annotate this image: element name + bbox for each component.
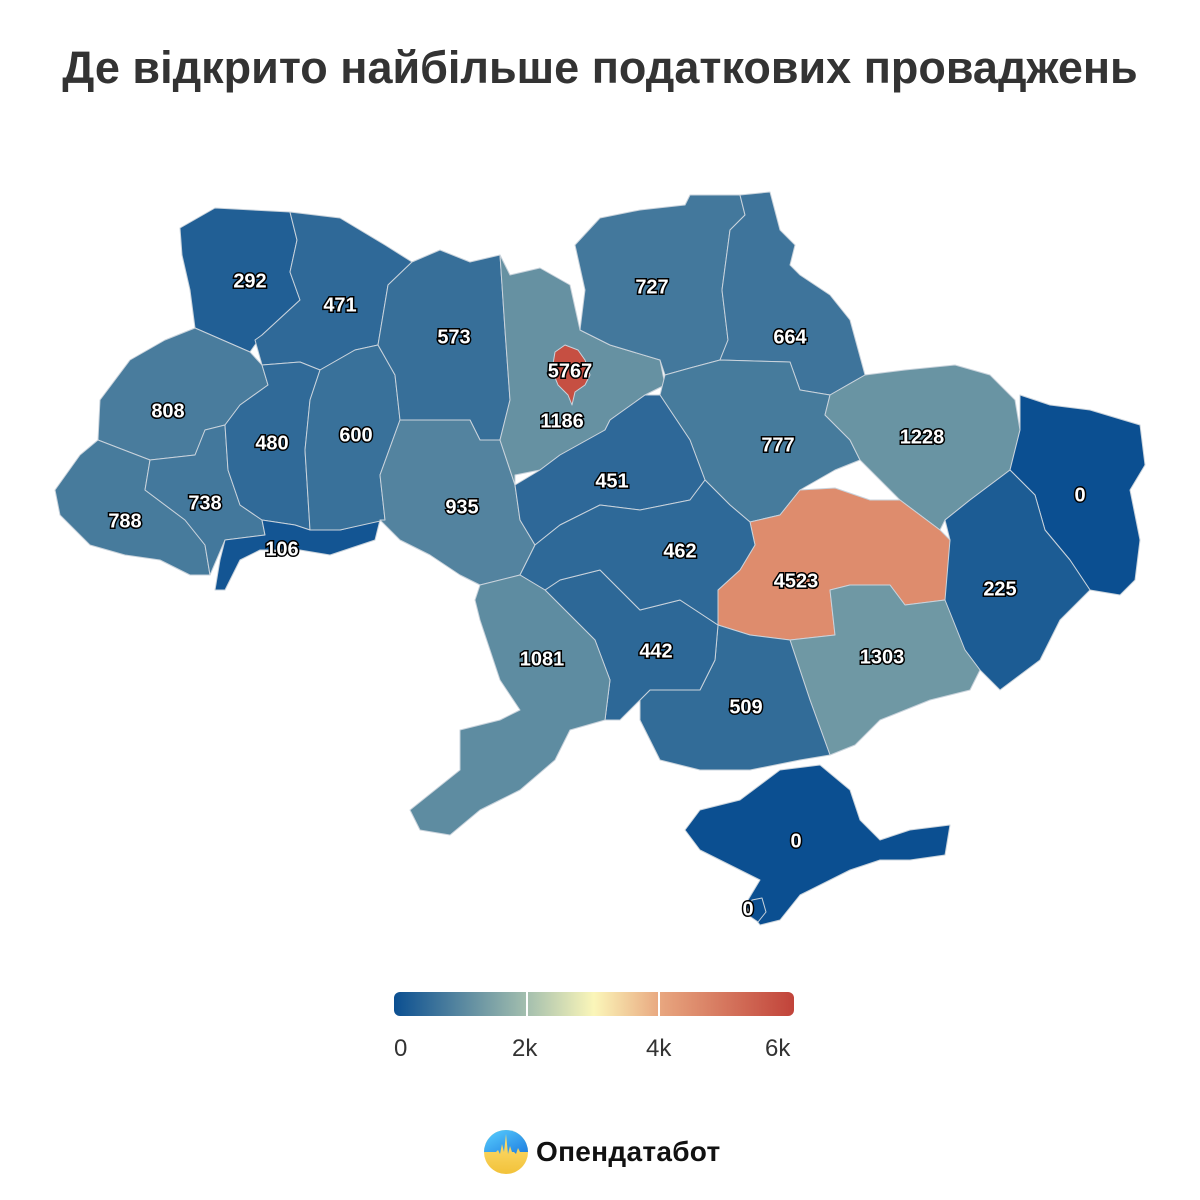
region-label-odesa: 1081 [520, 648, 565, 670]
legend-tick-4k: 4k [646, 1035, 672, 1062]
region-label-kyiv-oblast: 1186 [540, 410, 583, 432]
legend-divider [658, 992, 660, 1016]
region-label-volyn: 292 [233, 270, 266, 292]
region-label-cherkasy: 451 [595, 470, 628, 492]
region-donetsk[interactable] [939, 469, 1091, 691]
region-label-chernivtsi: 106 [265, 538, 298, 560]
region-odesa[interactable] [409, 574, 611, 836]
opendatabot-logo: Опендатабот [484, 1130, 721, 1174]
region-label-kharkiv: 1228 [900, 426, 945, 448]
region-crimea[interactable] [684, 764, 951, 926]
region-label-chernihiv: 727 [635, 276, 668, 298]
region-label-kirovohrad: 462 [663, 540, 696, 562]
region-label-dnipro: 4523 [774, 570, 819, 592]
region-label-crimea: 0 [790, 830, 801, 852]
legend-tick-6k: 6k [765, 1035, 791, 1062]
region-label-sevastopol: 0 [742, 898, 753, 920]
regions [54, 191, 1146, 926]
region-label-donetsk: 225 [983, 578, 1016, 600]
region-label-vinnytsia: 935 [445, 496, 478, 518]
region-labels: 292 471 808 788 738 480 106 600 573 935 1186 5767 72… [107, 269, 1087, 922]
region-kirovohrad[interactable] [519, 479, 756, 626]
legend-divider [526, 992, 528, 1016]
region-label-kherson: 509 [729, 696, 762, 718]
region-label-zakarpattia: 788 [108, 510, 141, 532]
region-kyiv-city[interactable] [551, 344, 591, 406]
region-label-khmelnytskyi: 600 [339, 424, 372, 446]
legend-tick-0: 0 [394, 1035, 408, 1062]
page-title: Де відкрито найбільше податкових провадж… [62, 42, 1138, 93]
region-label-luhansk: 0 [1074, 484, 1085, 506]
region-zaporizhzhia[interactable] [789, 584, 981, 756]
region-label-mykolaiv: 442 [639, 640, 672, 662]
opendatabot-logo-icon [484, 1130, 528, 1174]
region-label-ivano-frankivsk: 738 [188, 492, 221, 514]
region-label-rivne: 471 [323, 294, 356, 316]
region-label-kyiv-city: 5767 [548, 360, 593, 382]
region-label-zaporizhzhia: 1303 [860, 646, 905, 668]
region-label-zhytomyr: 573 [437, 326, 470, 348]
logo-text: Опендатабот [536, 1136, 721, 1167]
region-sevastopol[interactable] [747, 897, 767, 923]
legend-tick-2k: 2k [512, 1035, 538, 1062]
region-label-sumy: 664 [773, 326, 807, 348]
region-label-ternopil: 480 [255, 432, 288, 454]
region-label-poltava: 777 [761, 434, 794, 456]
region-label-lviv: 808 [151, 400, 184, 422]
color-legend-bar [394, 992, 794, 1016]
